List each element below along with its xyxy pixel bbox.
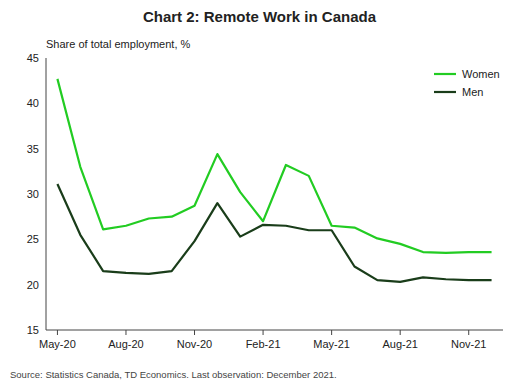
line: [57, 184, 491, 282]
y-tick-label: 40: [27, 97, 39, 109]
x-tick: [468, 330, 469, 335]
x-tick-label: Nov-21: [451, 338, 486, 350]
x-tick: [400, 330, 401, 335]
chart: Chart 2: Remote Work in Canada Share of t…: [0, 0, 519, 386]
lines: [57, 79, 491, 282]
y-axis: 15 20 25 30 35 40 45: [27, 52, 46, 336]
y-tick-label: 45: [27, 52, 39, 64]
source-note: Source: Statistics Canada, TD Economics.…: [10, 369, 337, 380]
legend-label: Men: [462, 86, 483, 98]
legend-swatch: [434, 73, 456, 75]
x-tick: [263, 330, 264, 335]
legend-label: Women: [462, 68, 500, 80]
legend-swatch: [434, 91, 456, 93]
y-axis-label: Share of total employment, %: [46, 38, 191, 50]
legend: Women Men: [434, 68, 500, 98]
title: Chart 2: Remote Work in Canada: [143, 8, 377, 25]
x-axis: May-20 Aug-20 Nov-20 Feb-21 May-21 Aug-21 Nov-…: [39, 330, 503, 350]
x-tick-label: Aug-20: [108, 338, 143, 350]
x-tick: [57, 330, 58, 335]
y-tick-label: 15: [27, 324, 39, 336]
x-tick-label: Feb-21: [246, 338, 281, 350]
line: [57, 79, 491, 253]
y-tick-label: 25: [27, 233, 39, 245]
y-tick-label: 35: [27, 143, 39, 155]
x-tick-label: Nov-20: [177, 338, 212, 350]
x-tick: [194, 330, 195, 335]
x-tick: [125, 330, 126, 335]
x-tick-label: Aug-21: [382, 338, 417, 350]
x-tick: [331, 330, 332, 335]
x-tick-label: May-20: [39, 338, 76, 350]
y-axis-line: [46, 58, 47, 330]
y-tick-label: 20: [27, 279, 39, 291]
x-axis-line: [46, 330, 503, 331]
y-tick-label: 30: [27, 188, 39, 200]
x-tick-label: May-21: [313, 338, 350, 350]
